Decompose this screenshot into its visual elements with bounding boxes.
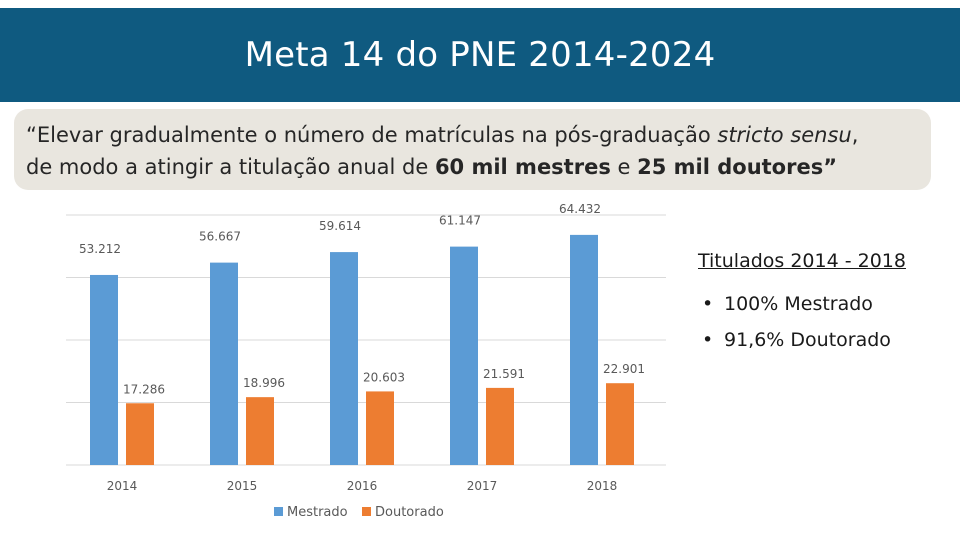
doctors-value-label-2017: 21.591 xyxy=(483,367,525,381)
masters-value-label-2014: 53.212 xyxy=(79,242,121,256)
x-tick-label-2015: 2015 xyxy=(227,479,258,493)
doctors-bar-2014 xyxy=(126,403,154,465)
legend-swatch-mestrado xyxy=(274,507,283,516)
summary-list: • 100% Mestrado • 91,6% Doutorado xyxy=(698,286,948,358)
masters-value-label-2016: 59.614 xyxy=(319,219,361,233)
summary-panel: Titulados 2014 - 2018 • 100% Mestrado • 91… xyxy=(698,250,948,358)
x-tick-label-2017: 2017 xyxy=(467,479,498,493)
masters-bar-2014 xyxy=(90,274,118,465)
masters-value-label-2018: 64.432 xyxy=(559,202,601,216)
summary-title: Titulados 2014 - 2018 xyxy=(698,250,906,272)
doctors-bar-2018 xyxy=(606,383,634,465)
quote-target-doctors: 25 mil doutores” xyxy=(637,155,838,179)
doctors-bar-2016 xyxy=(366,391,394,465)
doctors-value-label-2016: 20.603 xyxy=(363,370,405,384)
masters-value-label-2017: 61.147 xyxy=(439,214,481,228)
doctors-value-label-2015: 18.996 xyxy=(243,376,285,390)
legend-label-doutorado: Doutorado xyxy=(375,505,444,520)
goal-quote: “Elevar gradualmente o número de matrícu… xyxy=(14,109,931,190)
x-tick-label-2016: 2016 xyxy=(347,479,378,493)
bullet-icon: • xyxy=(702,293,714,315)
quote-italic-term: stricto sensu xyxy=(717,123,852,147)
quote-line-1: “Elevar gradualmente o número de matrícu… xyxy=(26,119,919,151)
doctors-bar-2017 xyxy=(486,387,514,465)
legend-label-mestrado: Mestrado xyxy=(287,505,348,520)
masters-bar-2017 xyxy=(450,246,478,465)
quote-line-2: de modo a atingir a titulação anual de 6… xyxy=(26,151,919,183)
quote-text-4: e xyxy=(610,155,638,179)
doctors-value-label-2014: 17.286 xyxy=(123,382,165,396)
summary-item-doctors: • 91,6% Doutorado xyxy=(698,322,948,358)
masters-bar-2015 xyxy=(210,262,238,465)
x-tick-label-2014: 2014 xyxy=(107,479,138,493)
quote-text-2: , xyxy=(851,123,859,147)
summary-item-masters: • 100% Mestrado xyxy=(698,286,948,322)
summary-item-text: 100% Mestrado xyxy=(724,293,873,315)
masters-value-label-2015: 56.667 xyxy=(199,230,241,244)
masters-bar-2016 xyxy=(330,252,358,465)
quote-text-1: “Elevar gradualmente o número de matrícu… xyxy=(26,123,718,147)
quote-text-3: de modo a atingir a titulação anual de xyxy=(26,155,435,179)
summary-item-text: 91,6% Doutorado xyxy=(724,329,891,351)
masters-bar-2018 xyxy=(570,234,598,465)
doctors-bar-2015 xyxy=(246,397,274,465)
page-title: Meta 14 do PNE 2014-2024 xyxy=(244,35,716,75)
graduates-bar-chart: 53.212 17.286 2014 56.667 18.996 2015 59.614 20… xyxy=(66,202,666,520)
quote-target-masters: 60 mil mestres xyxy=(434,155,611,179)
title-bar: Meta 14 do PNE 2014-2024 xyxy=(0,8,960,102)
bullet-icon: • xyxy=(702,329,714,351)
legend-swatch-doutorado xyxy=(362,507,371,516)
doctors-value-label-2018: 22.901 xyxy=(603,362,645,376)
x-tick-label-2018: 2018 xyxy=(587,479,618,493)
